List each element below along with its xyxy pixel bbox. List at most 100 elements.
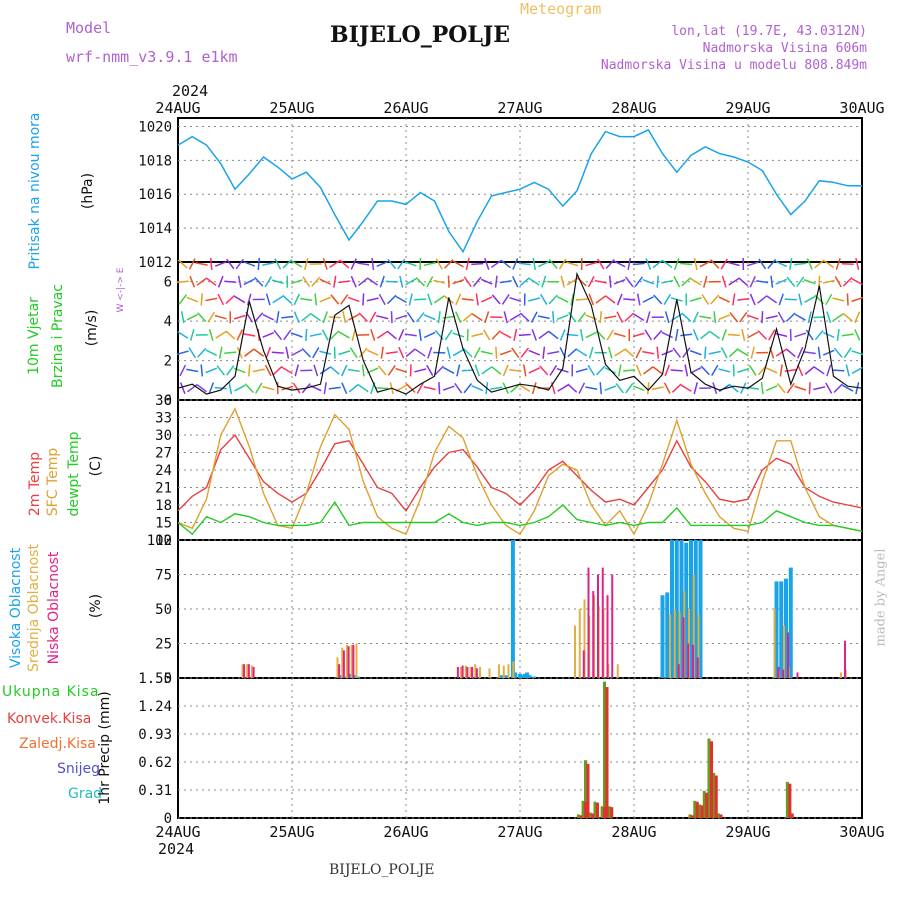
precip-bar-total <box>688 814 692 818</box>
wind-barb <box>624 312 635 322</box>
wind-barb <box>176 280 189 283</box>
wind-barb <box>627 257 632 271</box>
wind-barb <box>684 364 689 377</box>
wind-barb <box>253 348 265 357</box>
wind-barb <box>293 293 300 306</box>
temp-label-sfc: SFC Temp <box>45 447 61 517</box>
temp-line-sfc <box>177 407 863 536</box>
wind-barb <box>594 279 607 284</box>
wind-barb <box>255 382 263 394</box>
cloud-label-low: Niska Oblacnost <box>46 551 62 665</box>
wind-barb <box>283 329 292 341</box>
wind-barb <box>512 258 519 270</box>
y-tick-temperature: 27 <box>155 446 172 462</box>
wind-barb <box>647 382 650 395</box>
x-tick-top: 29AUG <box>725 99 770 117</box>
wind-barb <box>367 277 379 286</box>
wind-barb <box>798 293 803 306</box>
wind-barb <box>692 329 699 341</box>
wind-barb <box>418 328 422 341</box>
footer-station: BIJELO_POLJE <box>329 862 435 878</box>
wind-barb <box>281 385 294 391</box>
precip-bar-conv <box>586 763 590 818</box>
wind-barb <box>271 351 284 354</box>
precip-bar-conv <box>605 687 609 818</box>
wind-barb <box>433 295 445 304</box>
wind-barb <box>632 262 645 266</box>
cloud-bar-low <box>692 644 694 678</box>
wind-barb <box>813 316 826 319</box>
wind-barb <box>452 279 465 285</box>
precip-bar-total <box>698 804 701 818</box>
wind-barb <box>463 383 473 394</box>
wind-barb <box>519 277 530 287</box>
wind-barb <box>348 383 359 393</box>
wind-barb <box>480 296 493 303</box>
wind-barb <box>369 311 377 323</box>
wind-barb <box>606 329 615 341</box>
wind-barb <box>447 275 450 288</box>
cloud-bar-mid <box>669 614 671 678</box>
wind-barb <box>357 262 370 266</box>
wind-barb <box>471 313 483 322</box>
wind-barb <box>710 259 720 269</box>
wind-barb <box>455 293 462 306</box>
x-tick-bottom: 27AUG <box>497 823 542 841</box>
wind-barb <box>314 293 318 306</box>
wind-barb <box>739 311 748 323</box>
wind-barb <box>846 293 849 306</box>
wind-barb <box>585 386 598 391</box>
wind-barb <box>556 368 569 373</box>
wind-barb <box>196 383 208 393</box>
cloud-bar-mid <box>678 611 681 678</box>
wind-barb <box>720 258 728 270</box>
wind-barb <box>689 349 702 356</box>
cloud-bar-mid <box>498 664 500 678</box>
cloud-bar-mid <box>773 609 776 678</box>
wind-barb <box>766 295 778 304</box>
x-tick-top: 26AUG <box>383 99 428 117</box>
wind-barb <box>653 294 663 305</box>
cloud-bar-low <box>466 666 469 678</box>
wind-barb <box>500 259 511 269</box>
wind-barb <box>721 275 727 288</box>
wind-barb <box>765 315 778 320</box>
wind-barb <box>179 364 187 377</box>
wind-barb <box>737 298 750 301</box>
wind-barb <box>262 331 275 338</box>
wind-barb <box>732 293 736 306</box>
y-tick-temperature: 18 <box>155 498 172 514</box>
wind-barb <box>244 348 255 357</box>
elevation-model-text: Nadmorska Visina u modelu 808.849m <box>600 58 867 73</box>
wind-barb <box>243 333 256 337</box>
cloud-bar-low <box>475 668 478 678</box>
wind-barb <box>808 382 811 395</box>
wind-barb <box>652 366 664 375</box>
wind-barb <box>339 259 350 269</box>
wind-barb <box>490 386 503 390</box>
wind-barb <box>604 385 617 392</box>
wind-barb <box>463 276 472 288</box>
wind-barb <box>494 275 498 288</box>
wind-barb <box>348 313 360 321</box>
wind-barb <box>708 350 721 355</box>
cloud-bar-high <box>665 592 670 678</box>
cloud-bar-mid <box>464 665 467 678</box>
wind-barb <box>376 260 389 268</box>
wind-barb <box>656 346 660 359</box>
wind-barb <box>293 311 300 324</box>
y-tick-clouds: 75 <box>155 568 172 584</box>
wind-barb <box>537 315 550 320</box>
wind-barb <box>599 382 603 395</box>
wind-barb <box>558 258 567 270</box>
precip-bar-total <box>603 681 606 818</box>
wind-barb <box>541 275 547 288</box>
wind-barb <box>310 313 322 322</box>
wind-barb <box>758 258 767 270</box>
wind-barb <box>291 349 303 357</box>
wind-barb <box>276 311 280 324</box>
wind-barb <box>693 382 699 395</box>
wind-barb <box>702 275 708 288</box>
wind-barb <box>854 329 861 341</box>
wind-barb <box>197 312 207 323</box>
